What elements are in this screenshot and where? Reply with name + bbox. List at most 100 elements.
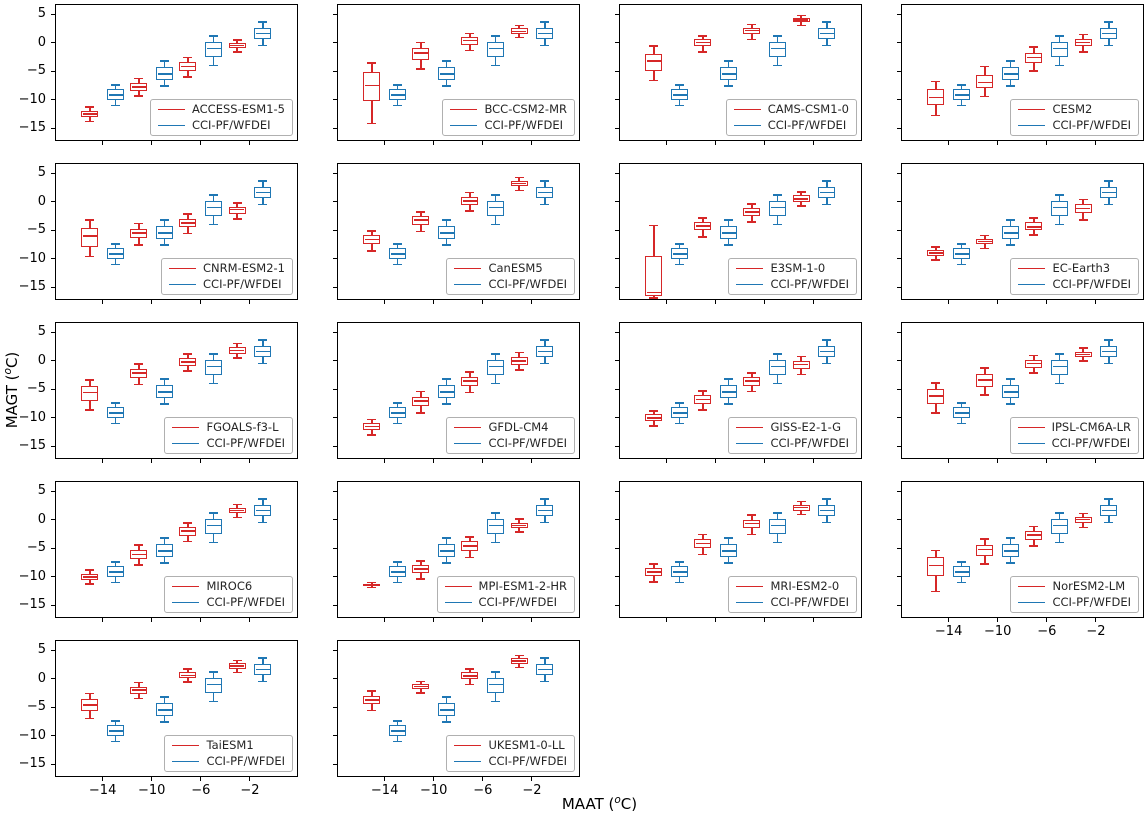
reference-median: [770, 206, 785, 209]
reference-lower-cap: [1006, 403, 1016, 405]
reference-lower-cap: [393, 263, 403, 266]
legend: ACCESS-ESM1-5 CCI-PF/WFDEI: [149, 99, 293, 136]
reference-median: [488, 683, 503, 686]
subplot-E3SM-1-0: E3SM-1-0 CCI-PF/WFDEI: [615, 163, 862, 304]
model-median: [180, 530, 195, 532]
legend-row-reference: CCI-PF/WFDEI: [1018, 278, 1131, 291]
y-tick: [51, 735, 55, 737]
x-tick: [1095, 459, 1097, 463]
model-box: [130, 229, 148, 239]
legend-row-reference: CCI-PF/WFDEI: [172, 437, 285, 450]
y-tick-label: −10: [18, 250, 46, 266]
reference-upper-whisker: [1058, 194, 1061, 201]
reference-median: [537, 509, 552, 512]
legend-row-reference: CCI-PF/WFDEI: [444, 595, 567, 609]
reference-box: [720, 225, 738, 239]
y-tick: [333, 649, 337, 651]
legend-row-reference: CCI-PF/WFDEI: [169, 278, 285, 291]
plot-area: [56, 164, 297, 299]
model-lower-cap: [747, 390, 757, 393]
model-lower-cap: [232, 357, 242, 359]
reference-legend-line-icon: [454, 443, 482, 444]
model-median: [646, 571, 661, 573]
model-legend-line-icon: [736, 268, 764, 269]
model-box: [1074, 39, 1092, 47]
model-upper-whisker: [702, 35, 704, 40]
legend-row-reference: CCI-PF/WFDEI: [733, 119, 849, 132]
model-lower-whisker: [89, 117, 91, 122]
model-upper-whisker: [653, 46, 655, 54]
model-box: [694, 39, 712, 47]
model-box: [743, 377, 761, 386]
model-lower-whisker: [984, 88, 986, 97]
model-box: [694, 394, 712, 405]
y-tick-label: −10: [18, 409, 46, 425]
model-median: [230, 208, 245, 211]
reference-lower-cap: [957, 422, 967, 425]
y-tick: [897, 127, 901, 129]
reference-upper-whisker: [960, 561, 963, 567]
plot-area: [338, 323, 579, 458]
reference-lower-whisker: [163, 715, 166, 723]
model-lower-cap: [649, 297, 659, 299]
reference-upper-whisker: [1009, 219, 1012, 226]
reference-median: [255, 668, 270, 671]
reference-median: [537, 668, 552, 671]
reference-lower-cap: [491, 382, 501, 385]
x-tick: [531, 618, 533, 622]
reference-upper-cap: [258, 498, 268, 500]
model-median: [413, 568, 428, 570]
x-tick: [813, 618, 815, 622]
model-upper-cap: [698, 217, 708, 219]
model-upper-cap: [931, 382, 941, 384]
model-upper-cap: [85, 569, 95, 571]
model-upper-whisker: [371, 230, 373, 236]
legend-row-model: GFDL-CM4: [454, 421, 567, 434]
reference-median: [390, 94, 405, 96]
model-upper-cap: [183, 353, 193, 355]
model-box: [1074, 203, 1092, 214]
model-median: [512, 524, 527, 527]
reference-legend-line-icon: [444, 602, 472, 603]
legend: CESM2 CCI-PF/WFDEI: [1010, 99, 1139, 136]
reference-upper-whisker: [544, 499, 546, 505]
model-lower-whisker: [187, 227, 189, 234]
model-lower-cap: [796, 373, 806, 376]
x-tick: [151, 300, 153, 304]
plot-area: [338, 482, 579, 617]
reference-box: [389, 407, 407, 418]
y-tick: [51, 127, 55, 129]
model-upper-whisker: [138, 223, 140, 230]
model-lower-whisker: [469, 386, 471, 393]
reference-lower-cap: [822, 362, 832, 365]
model-median: [744, 29, 759, 32]
reference-box: [1100, 504, 1118, 517]
x-tick: [948, 141, 950, 145]
model-lower-cap: [1078, 360, 1088, 362]
y-tick: [615, 172, 619, 174]
model-lower-whisker: [89, 400, 91, 410]
model-lower-cap: [134, 383, 144, 386]
model-upper-whisker: [984, 539, 986, 545]
reference-box: [438, 384, 456, 398]
model-upper-cap: [232, 503, 242, 505]
model-box: [461, 672, 479, 680]
y-tick: [51, 331, 55, 333]
legend: UKESM1-0-LL CCI-PF/WFDEI: [446, 735, 575, 772]
reference-median: [255, 191, 270, 194]
model-lower-whisker: [236, 668, 238, 673]
reference-upper-cap: [822, 339, 832, 341]
model-upper-whisker: [420, 560, 422, 565]
reference-upper-cap: [675, 402, 685, 404]
model-median: [744, 380, 759, 382]
reference-box: [769, 41, 787, 57]
reference-lower-cap: [1104, 44, 1114, 47]
model-box: [130, 686, 148, 694]
plot-area: [56, 5, 297, 140]
legend-label-reference: CCI-PF/WFDEI: [478, 595, 558, 609]
reference-legend-line-icon: [736, 284, 764, 285]
reference-lower-whisker: [776, 215, 779, 225]
reference-upper-whisker: [494, 35, 497, 42]
model-box: [1074, 516, 1092, 524]
